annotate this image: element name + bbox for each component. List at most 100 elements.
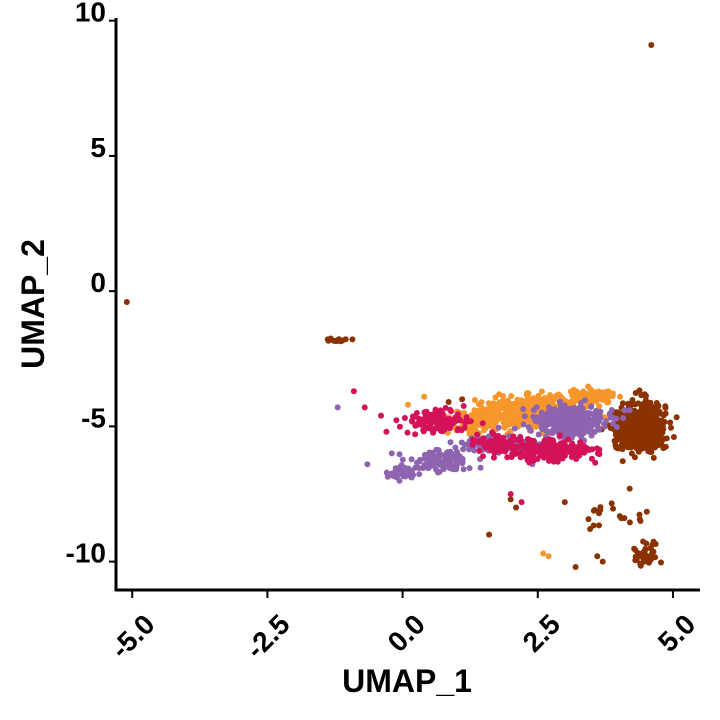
data-point-series-2 <box>399 456 406 463</box>
data-point-series-1 <box>491 411 497 418</box>
data-point-series-0 <box>637 518 644 524</box>
data-point-series-0 <box>587 526 594 532</box>
data-point-series-0 <box>630 427 637 434</box>
data-point-series-2 <box>595 424 601 431</box>
data-point-series-2 <box>613 424 620 431</box>
data-point-series-0 <box>638 392 645 399</box>
data-point-series-3 <box>562 452 568 459</box>
data-point-series-0 <box>597 504 604 511</box>
x-tick-label: -2.5 <box>240 608 296 664</box>
data-point-series-2 <box>587 421 594 428</box>
data-point-series-0 <box>646 407 653 414</box>
data-point-series-3 <box>545 448 552 455</box>
data-point-series-3 <box>492 442 499 448</box>
data-point-series-3 <box>479 420 486 427</box>
data-point-series-0 <box>673 414 680 421</box>
data-point-series-1 <box>508 393 515 399</box>
data-point-series-1 <box>471 397 478 403</box>
data-point-series-3 <box>518 499 525 506</box>
data-point-series-0 <box>667 419 674 426</box>
data-point-series-2 <box>560 421 567 428</box>
data-point-series-0 <box>445 399 452 405</box>
data-point-series-0 <box>647 448 653 455</box>
data-point-series-2 <box>454 460 461 467</box>
data-point-series-3 <box>418 421 425 428</box>
data-point-series-2 <box>613 415 620 422</box>
data-point-series-2 <box>405 467 412 474</box>
data-point-series-3 <box>480 435 487 442</box>
data-point-series-0 <box>643 540 650 547</box>
data-point-series-2 <box>590 410 597 417</box>
data-point-series-2 <box>460 466 467 473</box>
data-point-series-0 <box>332 338 339 345</box>
ticks-layer: -5.0 -2.5 0.0 2.5 5.0 10 5 0 -5 -10 <box>66 0 702 665</box>
data-point-series-2 <box>364 461 371 468</box>
data-point-series-1 <box>485 415 492 422</box>
data-point-series-3 <box>521 452 528 459</box>
data-point-series-3 <box>350 388 357 395</box>
y-tick-label: 5 <box>90 132 106 163</box>
data-point-series-0 <box>642 551 649 558</box>
data-point-series-2 <box>565 405 572 412</box>
data-point-series-0 <box>624 419 631 426</box>
data-point-series-3 <box>408 417 415 424</box>
data-point-series-1 <box>517 414 523 421</box>
data-point-series-2 <box>520 421 527 428</box>
data-point-series-3 <box>489 429 496 436</box>
data-point-series-1 <box>547 392 554 398</box>
data-point-series-3 <box>588 455 595 462</box>
x-tick-label: 2.5 <box>517 608 566 657</box>
data-point-series-2 <box>561 411 568 418</box>
data-point-series-3 <box>445 420 452 427</box>
data-point-series-1 <box>502 415 509 422</box>
data-point-series-3 <box>467 418 474 425</box>
data-point-series-1 <box>468 412 475 419</box>
data-point-series-0 <box>634 553 641 560</box>
data-point-series-1 <box>504 409 510 416</box>
data-point-series-0 <box>655 402 662 409</box>
data-point-series-3 <box>361 404 368 411</box>
axes-layer <box>114 18 700 592</box>
data-point-series-0 <box>636 411 642 418</box>
data-point-series-2 <box>408 474 415 481</box>
data-point-series-0 <box>648 42 655 48</box>
data-point-series-1 <box>481 427 488 434</box>
data-point-series-2 <box>459 458 466 465</box>
data-point-series-0 <box>585 516 592 523</box>
data-point-series-2 <box>456 453 463 460</box>
data-point-series-1 <box>492 419 499 425</box>
data-point-series-3 <box>396 423 403 430</box>
data-point-series-2 <box>550 413 557 419</box>
data-point-series-0 <box>649 541 656 548</box>
data-point-series-3 <box>436 420 443 427</box>
data-point-series-1 <box>576 392 583 399</box>
data-point-series-2 <box>571 424 578 431</box>
data-point-series-1 <box>524 390 530 397</box>
data-point-series-0 <box>643 435 650 442</box>
data-point-series-3 <box>497 446 503 453</box>
data-point-series-2 <box>392 465 399 472</box>
data-point-series-1 <box>500 393 506 399</box>
data-point-series-2 <box>554 416 561 423</box>
data-point-series-2 <box>466 446 473 453</box>
data-point-series-0 <box>634 440 641 447</box>
data-point-series-3 <box>586 447 592 453</box>
data-point-series-3 <box>472 438 479 445</box>
data-point-series-0 <box>621 515 628 522</box>
data-point-series-0 <box>611 437 618 444</box>
data-point-series-2 <box>596 413 603 420</box>
data-point-series-0 <box>651 430 658 437</box>
data-point-series-0 <box>652 554 659 561</box>
data-point-series-3 <box>438 428 445 434</box>
data-point-series-0 <box>650 548 657 555</box>
data-point-series-1 <box>585 383 592 390</box>
data-point-series-2 <box>601 421 608 427</box>
data-point-series-2 <box>477 464 484 471</box>
data-point-series-2 <box>535 431 542 438</box>
data-point-series-3 <box>432 406 439 413</box>
data-point-series-3 <box>507 491 514 497</box>
data-point-series-0 <box>640 405 647 412</box>
data-point-series-3 <box>422 416 429 423</box>
data-point-series-2 <box>555 424 562 431</box>
